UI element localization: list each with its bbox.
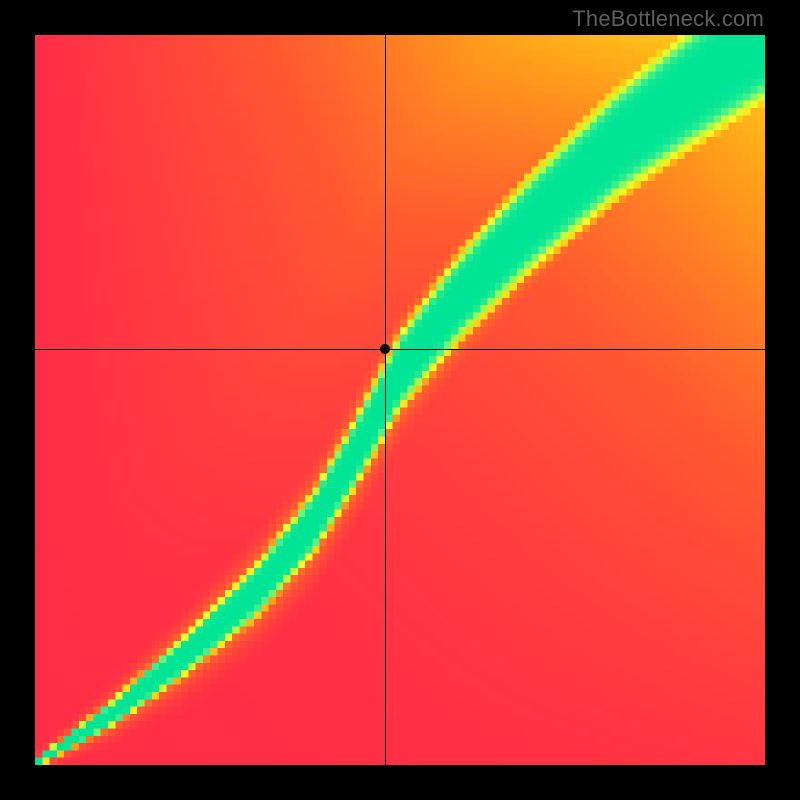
crosshair-marker-dot — [380, 344, 390, 354]
crosshair-horizontal — [35, 349, 765, 350]
heatmap-canvas — [35, 35, 765, 765]
watermark-text: TheBottleneck.com — [572, 6, 764, 32]
crosshair-vertical — [385, 35, 386, 765]
heatmap-plot — [35, 35, 765, 765]
